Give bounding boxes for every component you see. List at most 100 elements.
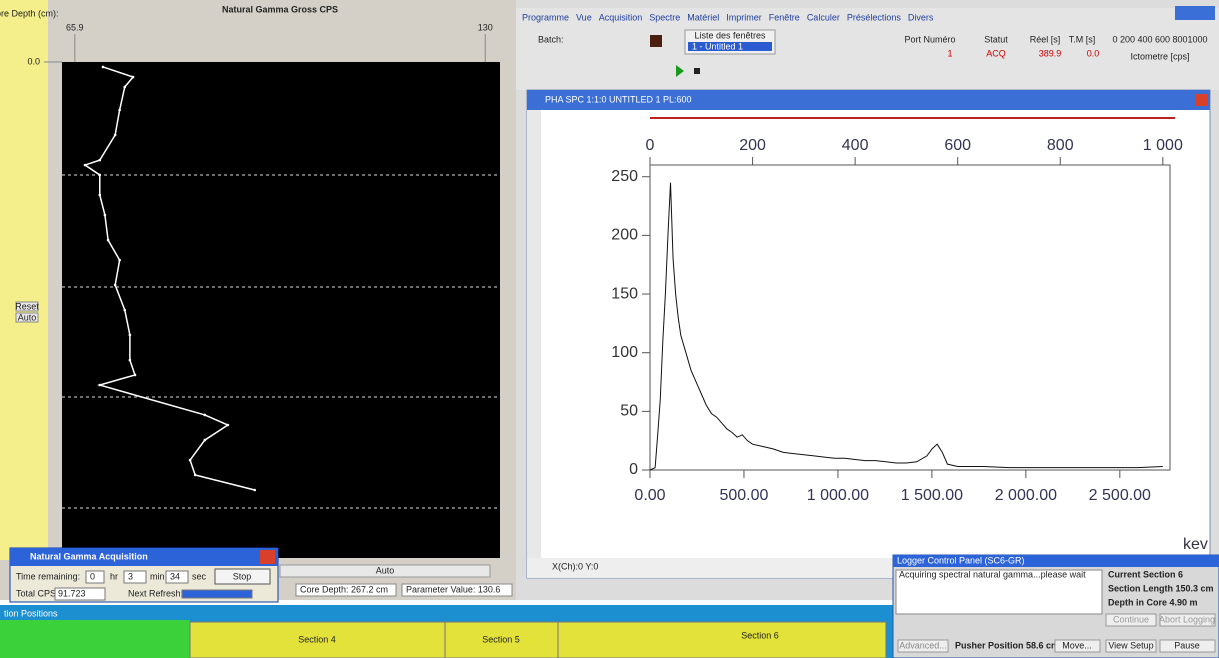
y-tick-label: 0 [629, 461, 638, 478]
tm-value: 0.0 [1087, 48, 1100, 58]
cps-box [54, 587, 106, 601]
logger-message-box [895, 569, 1103, 615]
menu-item[interactable]: Divers [908, 12, 934, 22]
pusher-position: Pusher Position 58.6 cm [955, 640, 1059, 650]
real-value: 389.9 [1039, 48, 1062, 58]
tm-label: T.M [s] [1069, 34, 1096, 44]
port-value: 1 [947, 48, 952, 58]
window-buttons[interactable] [1175, 6, 1215, 20]
stop-icon[interactable] [694, 68, 700, 74]
auto-bar-label[interactable]: Auto [376, 565, 395, 575]
window-list-label: Liste des fenêtres [694, 30, 766, 40]
log-point [203, 413, 207, 417]
auto-bar[interactable] [279, 564, 491, 578]
stop-button[interactable] [214, 568, 271, 585]
core-depth-box [295, 583, 397, 597]
log-point [253, 488, 257, 492]
view-setup-label[interactable]: View Setup [1108, 640, 1153, 650]
min-value[interactable]: 3 [128, 571, 133, 581]
logger-title: Logger Control Panel (SC6-GR) [897, 555, 1025, 565]
meter-scale: 0 200 400 600 8001000 [1112, 34, 1207, 44]
view-setup-button[interactable] [1105, 639, 1157, 653]
continue-label[interactable]: Continue [1113, 614, 1149, 624]
close-button[interactable] [1195, 94, 1207, 106]
x2-tick-label: 2 500.00 [1089, 487, 1151, 504]
hr-box[interactable] [85, 570, 105, 584]
spectrum-title: PHA SPC 1:1:0 UNTITLED 1 PL:600 [545, 94, 692, 104]
log-point [123, 85, 127, 89]
meter-label: Ictometre [cps] [1130, 51, 1189, 61]
hr-value[interactable]: 0 [90, 571, 95, 581]
log-point [128, 333, 132, 337]
cps-label: Total CPS: [16, 588, 59, 598]
refresh-bar [181, 589, 253, 599]
acq-close[interactable] [260, 550, 275, 564]
spectrum-status-text: X(Ch):0 Y:0 [552, 561, 598, 571]
play-icon[interactable] [676, 65, 684, 77]
menu-item[interactable]: Matériel [687, 12, 719, 22]
x-tick-label: 0 [646, 137, 655, 154]
abort-label[interactable]: Abort Logging [1159, 614, 1215, 624]
advanced-label[interactable]: Advanced... [899, 640, 947, 650]
window-item-box[interactable] [688, 42, 772, 51]
section-done [0, 620, 190, 658]
param-box [401, 583, 513, 597]
x2-tick-label: 1 000.00 [807, 487, 869, 504]
reset-label[interactable]: Reset [15, 301, 39, 311]
advanced-button[interactable] [897, 639, 949, 653]
section-6 [557, 621, 887, 658]
x-tick-label: 200 [739, 137, 766, 154]
menu-item[interactable]: Acquisition [599, 12, 643, 22]
auto-label[interactable]: Auto [18, 312, 37, 322]
x-tick-label: 65.9 [66, 22, 84, 32]
log-title: Natural Gamma Gross CPS [222, 4, 338, 14]
log-point [103, 213, 107, 217]
min-box[interactable] [123, 570, 147, 584]
log-point [128, 358, 132, 362]
log-point [118, 258, 121, 262]
depth-column [0, 0, 48, 560]
menu-item[interactable]: Calculer [807, 12, 840, 22]
x2-tick-label: 2 000.00 [995, 487, 1057, 504]
parameter-value: Parameter Value: 130.6 [406, 584, 500, 594]
log-point [106, 238, 110, 242]
section-5 [444, 621, 559, 658]
x-tick-label: 800 [1047, 137, 1074, 154]
menu-item[interactable]: Imprimer [726, 12, 762, 22]
toolbar [516, 8, 1219, 90]
section-6-label: Section 6 [741, 630, 779, 640]
current-section: Current Section 6 [1108, 569, 1183, 579]
log-point [98, 193, 102, 197]
log-point [101, 65, 105, 69]
x-tick-label: 130 [478, 22, 493, 32]
kev-label: kev [1183, 536, 1208, 553]
logger-titlebar [893, 555, 1219, 567]
abort-button[interactable] [1159, 613, 1216, 627]
sec-box[interactable] [165, 570, 189, 584]
menu-item[interactable]: Fenêtre [769, 12, 800, 22]
window-item[interactable]: 1 - Untitled 1 [692, 41, 743, 51]
auto-button[interactable] [15, 312, 39, 323]
pause-label[interactable]: Pause [1174, 640, 1200, 650]
log-point [133, 373, 137, 377]
reset-button[interactable] [15, 301, 39, 312]
menu-item[interactable]: Spectre [649, 12, 680, 22]
pause-button[interactable] [1159, 639, 1216, 653]
log-point [226, 423, 230, 427]
menu-item[interactable]: Programme [522, 12, 569, 22]
core-depth: Core Depth: 267.2 cm [300, 584, 388, 594]
stop-label[interactable]: Stop [233, 571, 252, 581]
min-unit: min [150, 571, 165, 581]
continue-button[interactable] [1105, 613, 1157, 627]
spectrum-side [527, 110, 541, 578]
sec-value[interactable]: 34 [170, 571, 180, 581]
x2-tick-label: 1 500.00 [901, 487, 963, 504]
log-point [193, 473, 197, 477]
move-label[interactable]: Move... [1062, 640, 1092, 650]
menu-item[interactable]: Vue [576, 12, 592, 22]
menu-item[interactable]: Présélections [847, 12, 902, 22]
y-tick-label: 100 [611, 344, 638, 361]
move-button[interactable] [1054, 639, 1101, 653]
